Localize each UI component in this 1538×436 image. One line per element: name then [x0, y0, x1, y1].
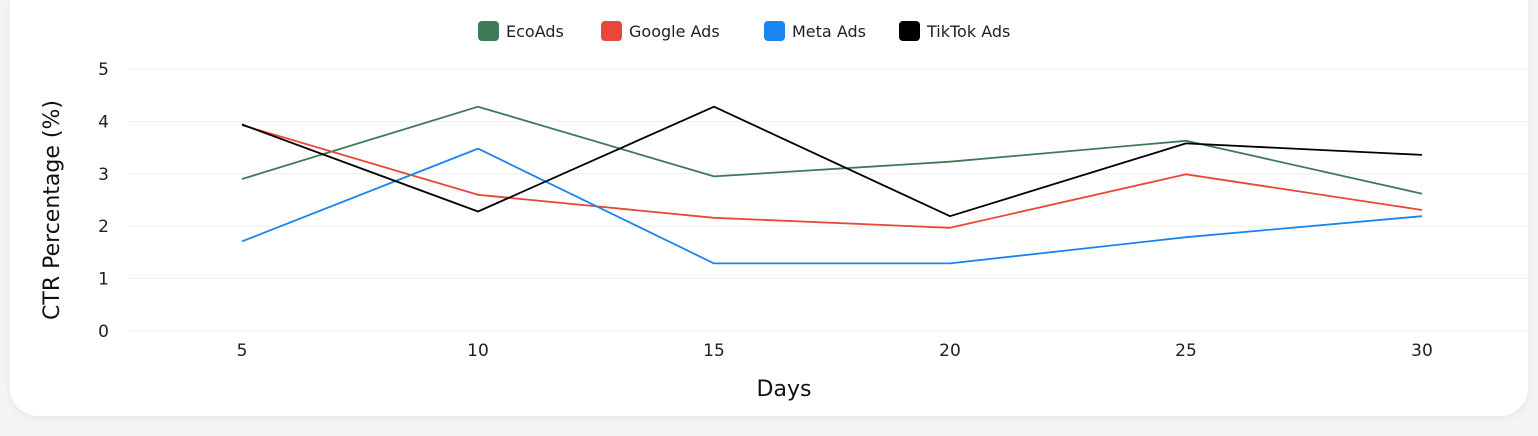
legend-swatch: [764, 21, 785, 41]
series-line-meta-ads: [241, 147, 1423, 265]
legend-swatch: [601, 21, 622, 41]
x-tick-label: 30: [1411, 341, 1433, 361]
legend-swatch: [899, 21, 920, 41]
series-line-google-ads: [241, 124, 1423, 229]
legend-label: Meta Ads: [792, 22, 866, 41]
x-tick-label: 10: [467, 341, 489, 361]
series-line-tiktok-ads: [241, 105, 1423, 218]
series-line-ecoads: [241, 105, 1423, 195]
x-axis-ticks: 5 10 15 20 25 30: [237, 341, 1433, 361]
y-axis-ticks: 0 1 2 3 4 5: [98, 60, 109, 342]
y-axis-title: CTR Percentage (%): [40, 100, 65, 320]
x-tick-label: 15: [703, 341, 725, 361]
y-tick-label: 1: [98, 270, 109, 290]
legend-swatch: [478, 21, 499, 41]
y-tick-label: 2: [98, 217, 109, 237]
y-tick-label: 3: [98, 165, 109, 185]
x-axis-title: Days: [757, 377, 812, 402]
legend-label: TikTok Ads: [926, 22, 1010, 41]
grid-lines: [128, 68, 1528, 332]
y-tick-label: 4: [98, 112, 109, 132]
x-tick-label: 5: [237, 341, 248, 361]
legend-label: Google Ads: [629, 22, 720, 41]
series-lines: [241, 105, 1423, 265]
legend-label: EcoAds: [506, 22, 564, 41]
x-tick-label: 20: [939, 341, 961, 361]
y-tick-label: 0: [98, 322, 109, 342]
x-tick-label: 25: [1175, 341, 1197, 361]
y-tick-label: 5: [98, 60, 109, 80]
legend: EcoAds Google Ads Meta Ads TikTok Ads: [478, 21, 1010, 41]
